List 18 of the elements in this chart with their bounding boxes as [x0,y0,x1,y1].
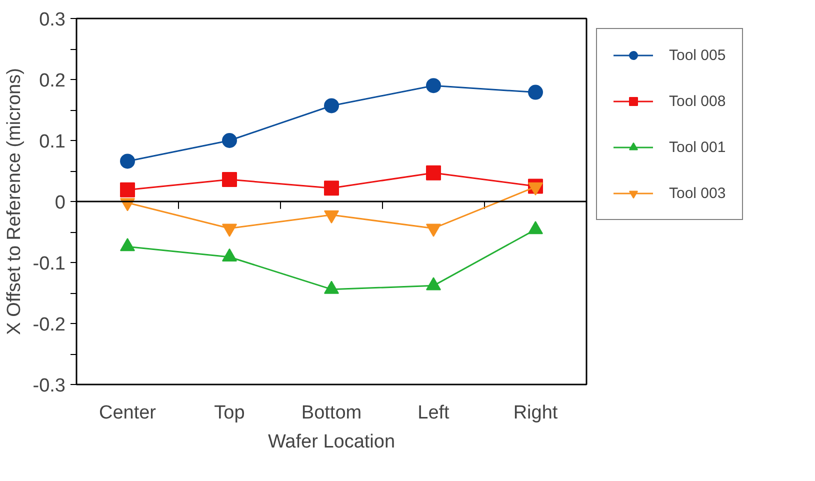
y-tick-label: 0.1 [39,132,66,152]
y-tick-label: 0 [54,192,66,214]
legend-label: Tool 001 [669,138,726,156]
legend-label: Tool 003 [669,184,726,202]
legend-label: Tool 005 [669,46,726,64]
x-tick-label: Top [214,402,245,424]
y-tick-label: 0.2 [39,70,66,92]
x-tick-label: Bottom [301,402,362,424]
x-tick-label: Right [513,402,558,424]
y-tick-label: -0.3 [32,376,66,396]
legend-label: Tool 008 [669,92,726,110]
y-tick-label: 0.3 [39,10,66,30]
x-axis-title: Wafer Location [268,432,396,452]
y-tick-label: -0.2 [32,314,66,336]
y-tick-label: -0.1 [32,254,66,274]
x-tick-label: Left [418,402,450,424]
y-axis-title: X Offset to Reference (microns) [4,68,25,335]
x-tick-label: Center [98,402,157,424]
